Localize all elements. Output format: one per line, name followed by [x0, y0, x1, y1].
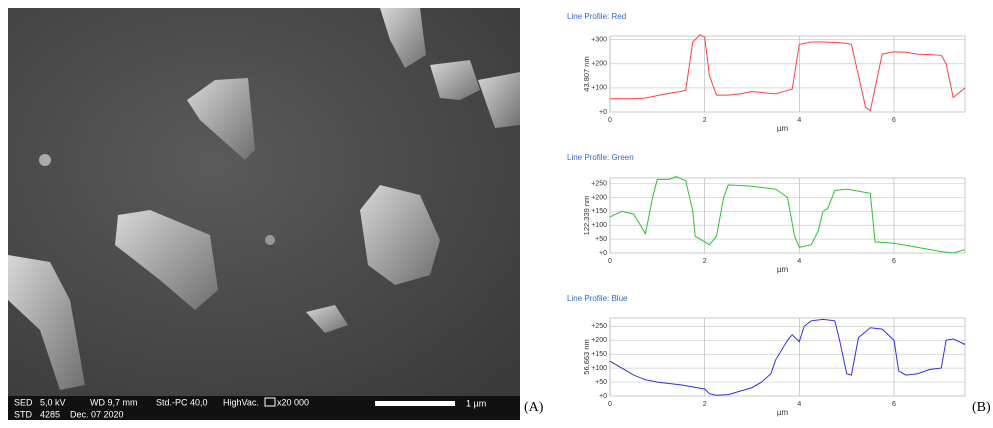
info-text: SED: [14, 397, 33, 407]
x-tick-label: 6: [892, 117, 896, 124]
panel-label: (B): [972, 400, 991, 415]
info-text: WD 9,7 mm: [90, 397, 138, 407]
y-tick-label: +100: [591, 222, 607, 229]
y-tick-label: +0: [599, 393, 607, 400]
x-axis-label: µm: [777, 265, 789, 274]
y-axis-label: 43.807 nm: [582, 56, 591, 91]
x-tick-label: 0: [608, 258, 612, 265]
y-tick-label: +100: [591, 85, 607, 92]
info-text: Std.-PC 40,0: [156, 397, 208, 407]
x-tick-label: 6: [892, 258, 896, 265]
y-tick-label: +50: [595, 379, 607, 386]
x-tick-label: 2: [703, 258, 707, 265]
y-axis-label: 56.663 nm: [582, 339, 591, 374]
y-tick-label: +250: [591, 180, 607, 187]
plot-area: [610, 178, 965, 253]
x-axis-label: µm: [777, 408, 789, 417]
y-tick-label: +200: [591, 61, 607, 68]
plot-area: [610, 36, 965, 112]
y-tick-label: +200: [591, 194, 607, 201]
info-bar: SED 5,0 kV WD 9,7 mm Std.-PC 40,0 HighVa…: [8, 396, 520, 420]
y-tick-label: +150: [591, 208, 607, 215]
y-tick-label: +50: [595, 236, 607, 243]
y-tick-label: +0: [599, 109, 607, 116]
x-tick-label: 2: [703, 117, 707, 124]
x-tick-label: 2: [703, 401, 707, 408]
x-tick-label: 0: [608, 401, 612, 408]
info-text: STD: [14, 409, 33, 419]
x-tick-label: 4: [797, 117, 801, 124]
chart-title: Line Profile: Green: [567, 153, 634, 162]
x-tick-label: 6: [892, 401, 896, 408]
plot-area: [610, 318, 965, 396]
figure: SED 5,0 kV WD 9,7 mm Std.-PC 40,0 HighVa…: [0, 0, 993, 423]
y-axis-label: 122.339 nm: [582, 196, 591, 236]
y-tick-label: +150: [591, 351, 607, 358]
y-tick-label: +300: [591, 36, 607, 43]
y-tick-label: +250: [591, 323, 607, 330]
info-text: 4285: [40, 409, 60, 419]
info-text: 5,0 kV: [40, 397, 66, 407]
scale-label: 1 µm: [466, 398, 486, 408]
panel-label: (A): [524, 400, 544, 415]
info-text: Dec. 07 2020: [70, 409, 124, 419]
y-tick-label: +200: [591, 337, 607, 344]
y-tick-label: +100: [591, 365, 607, 372]
chart-title: Line Profile: Blue: [567, 294, 628, 303]
y-tick-label: +0: [599, 250, 607, 257]
sem-image: [8, 8, 520, 396]
info-text: HighVac.: [223, 397, 259, 407]
x-tick-label: 4: [797, 401, 801, 408]
x-tick-label: 4: [797, 258, 801, 265]
chart-title: Line Profile: Red: [567, 12, 626, 21]
info-text: x20 000: [277, 397, 309, 407]
x-axis-label: µm: [777, 124, 789, 133]
x-tick-label: 0: [608, 117, 612, 124]
